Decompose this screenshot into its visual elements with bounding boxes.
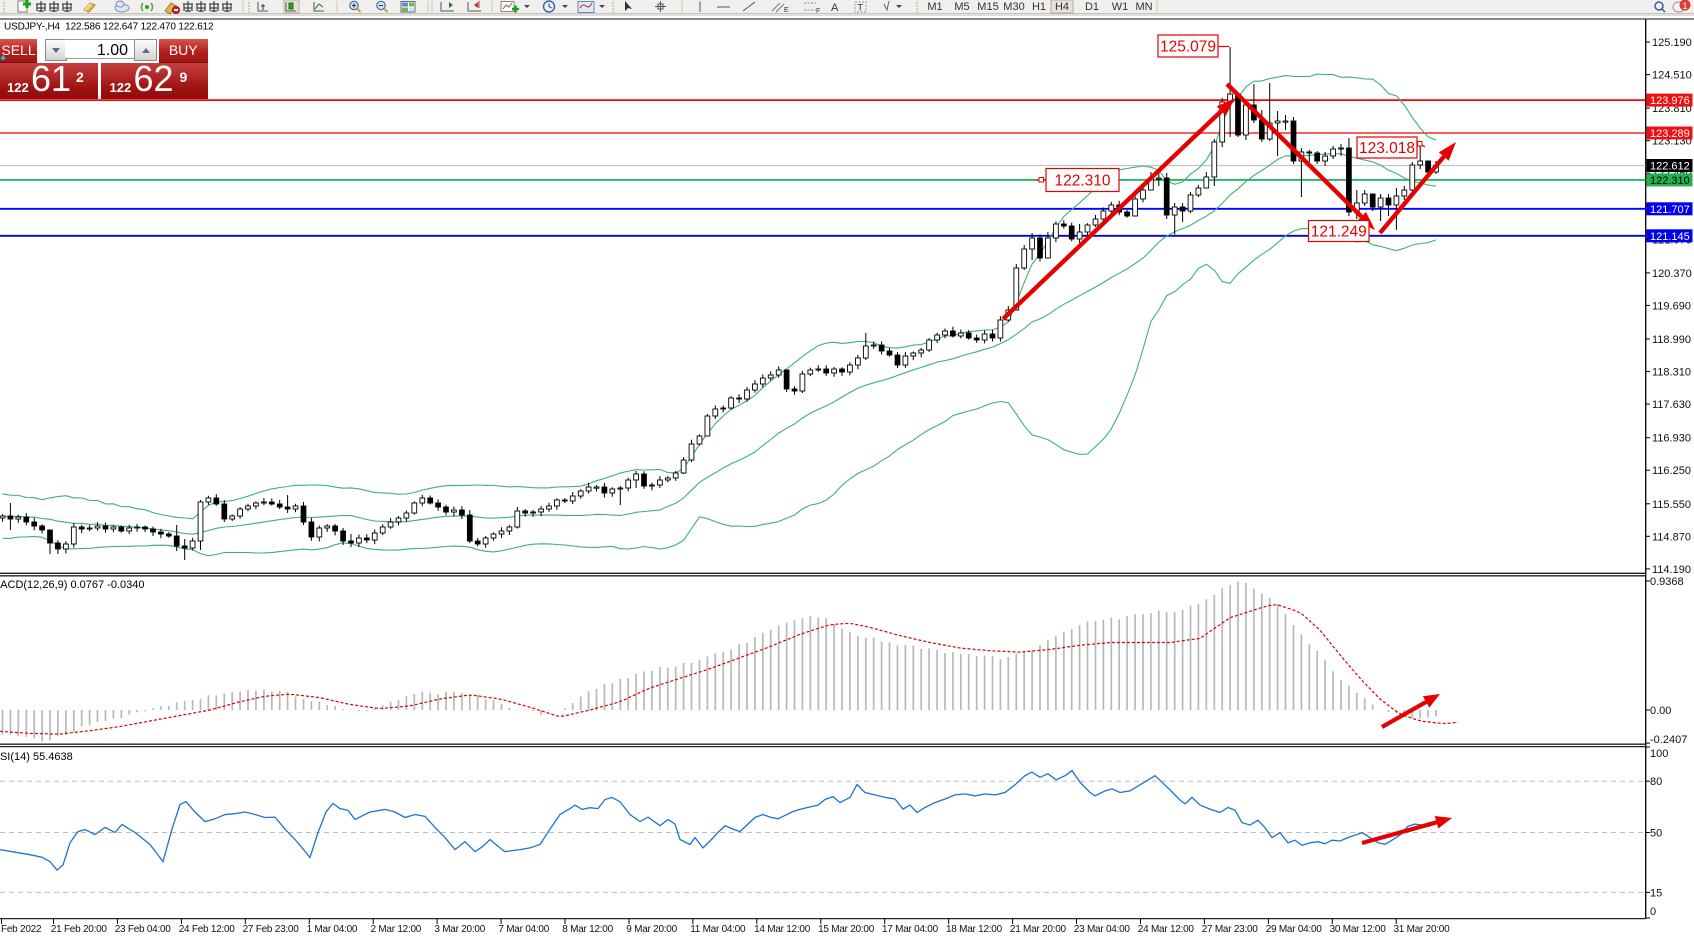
svg-text:9 Mar 20:00: 9 Mar 20:00	[626, 924, 677, 935]
svg-text:29 Mar 04:00: 29 Mar 04:00	[1266, 924, 1323, 935]
svg-text:-0.2407: -0.2407	[1650, 734, 1687, 746]
svg-text:125.079: 125.079	[1160, 39, 1216, 56]
svg-text:120.370: 120.370	[1652, 268, 1692, 280]
svg-text:A: A	[831, 2, 839, 14]
svg-text:115.550: 115.550	[1652, 499, 1691, 511]
svg-text:1: 1	[1682, 1, 1687, 11]
svg-text:15: 15	[1650, 887, 1662, 899]
svg-text:14 Mar 12:00: 14 Mar 12:00	[754, 924, 811, 935]
svg-text:0.9368: 0.9368	[1650, 576, 1684, 588]
svg-text:8 Mar 12:00: 8 Mar 12:00	[562, 924, 613, 935]
svg-text:E: E	[784, 7, 789, 14]
svg-text:H1: H1	[1032, 1, 1046, 13]
svg-text:M1: M1	[927, 1, 942, 13]
svg-text:0: 0	[1650, 906, 1656, 918]
svg-text:21 Mar 20:00: 21 Mar 20:00	[1010, 924, 1067, 935]
svg-text:17 Mar 04:00: 17 Mar 04:00	[882, 924, 939, 935]
svg-text:15 Mar 20:00: 15 Mar 20:00	[818, 924, 875, 935]
svg-text:118.310: 118.310	[1652, 367, 1691, 379]
svg-text:30 Mar 12:00: 30 Mar 12:00	[1330, 924, 1387, 935]
svg-text:MACD(12,26,9) 0.0767 -0.0340: MACD(12,26,9) 0.0767 -0.0340	[0, 579, 144, 591]
svg-text:21 Feb 20:00: 21 Feb 20:00	[51, 924, 108, 935]
svg-text:0.00: 0.00	[1650, 705, 1671, 717]
svg-text:D1: D1	[1085, 1, 1099, 13]
svg-text:121.707: 121.707	[1650, 204, 1690, 216]
svg-text:121.249: 121.249	[1311, 224, 1367, 241]
svg-text:7 Mar 04:00: 7 Mar 04:00	[498, 924, 549, 935]
svg-text:100: 100	[1650, 748, 1668, 760]
svg-text:123.289: 123.289	[1650, 128, 1690, 140]
svg-text:M15: M15	[977, 1, 998, 13]
svg-text:119.690: 119.690	[1652, 300, 1691, 312]
svg-text:23 Feb 04:00: 23 Feb 04:00	[115, 924, 172, 935]
svg-text:122.612: 122.612	[1650, 161, 1690, 173]
svg-text:116.250: 116.250	[1652, 465, 1691, 477]
svg-text:118.990: 118.990	[1652, 334, 1691, 346]
svg-text:123.018: 123.018	[1359, 140, 1415, 157]
svg-text:121.145: 121.145	[1650, 231, 1690, 243]
svg-text:W1: W1	[1112, 1, 1129, 13]
svg-text:2 Mar 12:00: 2 Mar 12:00	[371, 924, 422, 935]
svg-text:122.310: 122.310	[1054, 173, 1110, 190]
svg-text:18 Mar 12:00: 18 Mar 12:00	[946, 924, 1003, 935]
svg-text:MN: MN	[1135, 1, 1152, 13]
svg-text:24 Mar 12:00: 24 Mar 12:00	[1138, 924, 1195, 935]
svg-text:31 Mar 20:00: 31 Mar 20:00	[1394, 924, 1451, 935]
svg-text:M30: M30	[1003, 1, 1024, 13]
svg-text:11 Mar 04:00: 11 Mar 04:00	[690, 924, 746, 935]
svg-text:122.310: 122.310	[1650, 175, 1690, 187]
svg-text:T: T	[858, 3, 864, 13]
svg-text:23 Mar 04:00: 23 Mar 04:00	[1074, 924, 1131, 935]
svg-text:RSI(14) 55.4638: RSI(14) 55.4638	[0, 751, 73, 763]
svg-text:Feb 2022: Feb 2022	[1, 924, 42, 935]
svg-text:80: 80	[1650, 776, 1662, 788]
svg-text:M5: M5	[954, 1, 969, 13]
svg-text:F: F	[816, 8, 820, 15]
svg-text:50: 50	[1650, 828, 1662, 840]
svg-text:116.930: 116.930	[1652, 433, 1691, 445]
svg-text:27 Feb 23:00: 27 Feb 23:00	[243, 924, 300, 935]
svg-text:USDJPY-,H4 122.586 122.647 12: USDJPY-,H4 122.586 122.647 122.470 122.6…	[4, 22, 214, 33]
svg-text:125.190: 125.190	[1652, 37, 1692, 49]
svg-text:H4: H4	[1055, 1, 1069, 13]
svg-text:3 Mar 20:00: 3 Mar 20:00	[434, 924, 485, 935]
svg-text:123.976: 123.976	[1650, 95, 1690, 107]
svg-text:124.510: 124.510	[1652, 70, 1692, 82]
svg-text:117.630: 117.630	[1652, 399, 1691, 411]
svg-text:1 Mar 04:00: 1 Mar 04:00	[307, 924, 358, 935]
svg-text:114.870: 114.870	[1652, 531, 1691, 543]
svg-text:27 Mar 23:00: 27 Mar 23:00	[1202, 924, 1259, 935]
svg-text:24 Feb 12:00: 24 Feb 12:00	[179, 924, 236, 935]
svg-text:114.190: 114.190	[1652, 564, 1691, 576]
